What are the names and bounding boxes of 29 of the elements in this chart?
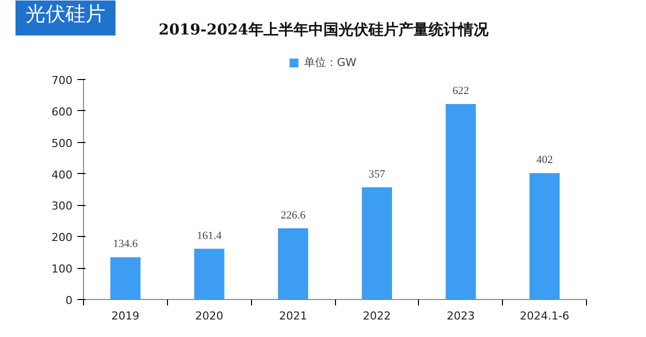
bar xyxy=(194,248,224,300)
bar xyxy=(529,173,560,300)
y-tick-label: 700 xyxy=(52,74,73,87)
data-label: 134.6 xyxy=(113,238,138,250)
bar xyxy=(446,104,476,300)
chart-title: 2019-2024年上半年中国光伏硅片产量统计情况 xyxy=(158,20,490,38)
y-tick-label: 500 xyxy=(52,136,73,150)
y-tick-label: 600 xyxy=(52,105,73,118)
bar xyxy=(278,228,308,300)
data-label: 357 xyxy=(368,168,386,180)
x-tick-label: 2020 xyxy=(195,310,224,322)
legend-label: 单位：GW xyxy=(304,55,356,70)
bar xyxy=(110,257,141,300)
data-label: 161.4 xyxy=(196,230,222,242)
y-tick-label: 100 xyxy=(52,262,73,276)
bar xyxy=(362,187,392,300)
y-tick-label: 300 xyxy=(52,200,73,213)
y-tick-label: 200 xyxy=(52,231,73,244)
x-tick-label: 2019 xyxy=(111,310,140,322)
data-label: 226.6 xyxy=(280,209,306,222)
text: 光伏硅片 xyxy=(26,2,106,26)
x-tick-label: 2023 xyxy=(446,310,475,322)
data-label: 622 xyxy=(452,85,469,98)
x-tick-label: 2022 xyxy=(362,310,391,322)
x-tick-label: 2021 xyxy=(279,310,308,322)
y-tick-label: 400 xyxy=(52,168,73,182)
x-tick-label: 2024.1-6 xyxy=(520,310,570,322)
data-label: 402 xyxy=(536,154,553,166)
y-tick-label: 0 xyxy=(66,294,72,307)
